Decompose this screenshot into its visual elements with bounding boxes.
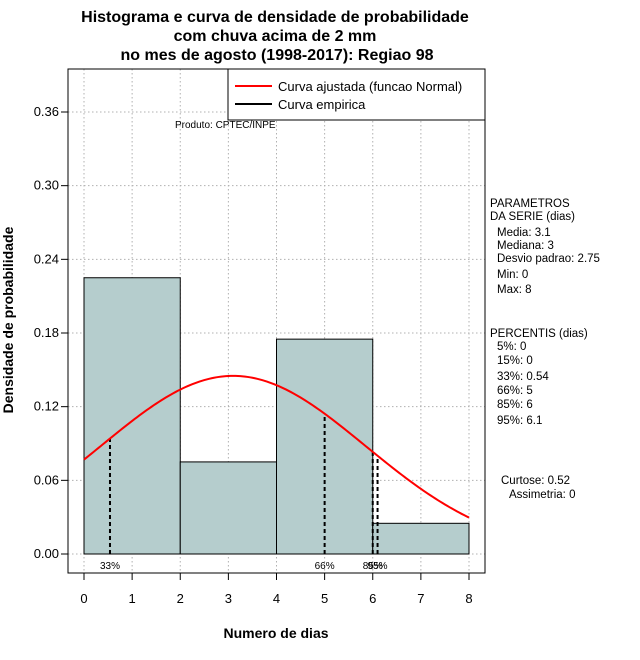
x-tick-label-7: 7 bbox=[417, 591, 424, 606]
x-tick-label-8: 8 bbox=[465, 591, 472, 606]
percentile-marker-label-3: 95% bbox=[368, 561, 388, 572]
percentil-66: 66%: 5 bbox=[497, 385, 533, 397]
shape-stats: Curtose: 0.52 Assimetria: 0 bbox=[501, 475, 575, 501]
y-tick-label-2: 0.12 bbox=[34, 399, 59, 414]
fitted-normal-curve bbox=[83, 374, 470, 519]
chart-title-line-3: no mes de agosto (1998-2017): Regiao 98 bbox=[121, 47, 434, 64]
y-axis: 0.00 0.06 0.12 0.18 0.24 0.30 0.36 bbox=[34, 104, 69, 561]
assimetria-value: Assimetria: 0 bbox=[509, 489, 575, 501]
percentile-marker-label-1: 66% bbox=[315, 561, 335, 572]
x-tick-label-1: 1 bbox=[129, 591, 136, 606]
legend-box bbox=[227, 68, 486, 121]
y-tick-label-3: 0.18 bbox=[34, 325, 59, 340]
percentil-15: 15%: 0 bbox=[497, 355, 533, 367]
legend-fitted-label: Curva ajustada (funcao Normal) bbox=[278, 79, 462, 94]
parametro-mediana: Mediana: 3 bbox=[497, 240, 554, 252]
percentil-5: 5%: 0 bbox=[497, 341, 526, 353]
percentiles-panel: PERCENTIS (dias) 5%: 0 15%: 0 33%: 0.54 … bbox=[490, 328, 588, 427]
y-tick-label-6: 0.36 bbox=[34, 104, 59, 119]
percentil-85: 85%: 6 bbox=[497, 399, 533, 411]
x-tick-label-2: 2 bbox=[177, 591, 184, 606]
source-note: Produto: CPTEC/INPE bbox=[175, 120, 276, 131]
percentile-marker-label-2: 85% bbox=[363, 561, 383, 572]
y-tick-label-5: 0.30 bbox=[34, 178, 59, 193]
x-tick-label-5: 5 bbox=[321, 591, 328, 606]
parametro-media: Media: 3.1 bbox=[497, 227, 551, 239]
x-tick-label-6: 6 bbox=[369, 591, 376, 606]
curtose-value: Curtose: 0.52 bbox=[501, 475, 570, 487]
x-axis-title: Numero de dias bbox=[223, 625, 328, 641]
x-tick-label-4: 4 bbox=[273, 591, 280, 606]
y-tick-label-1: 0.06 bbox=[34, 472, 59, 487]
x-tick-label-3: 3 bbox=[225, 591, 232, 606]
percentile-marker-label-0: 33% bbox=[100, 561, 120, 572]
y-axis-title: Densidade de probabilidade bbox=[0, 226, 16, 413]
parametros-header-1: PARAMETROS bbox=[490, 198, 570, 210]
y-tick-label-4: 0.24 bbox=[34, 251, 59, 266]
chart-title-line-1: Histograma e curva de densidade de proba… bbox=[81, 9, 469, 26]
chart-title: Histograma e curva de densidade de proba… bbox=[81, 9, 469, 64]
series-parameters-panel: PARAMETROS DA SERIE (dias) Media: 3.1 Me… bbox=[490, 198, 600, 296]
parametro-max: Max: 8 bbox=[497, 284, 532, 296]
x-tick-label-0: 0 bbox=[80, 591, 87, 606]
legend: Curva ajustada (funcao Normal) Curva emp… bbox=[227, 68, 486, 121]
chart-title-line-2: com chuva acima de 2 mm bbox=[174, 28, 377, 45]
x-axis: 0 1 2 3 4 5 6 7 8 bbox=[80, 572, 473, 606]
percentil-33: 33%: 0.54 bbox=[497, 371, 549, 383]
percentile-markers: 33% 66% 85%95% bbox=[100, 413, 388, 572]
parametro-desvio: Desvio padrao: 2.75 bbox=[497, 253, 600, 265]
percentil-95: 95%: 6.1 bbox=[497, 415, 542, 427]
histogram-bar-3 bbox=[372, 522, 470, 555]
parametro-min: Min: 0 bbox=[497, 269, 528, 281]
y-tick-label-0: 0.00 bbox=[34, 546, 59, 561]
histogram-bar-0 bbox=[83, 277, 181, 555]
percentis-header: PERCENTIS (dias) bbox=[490, 328, 588, 340]
legend-empirical-label: Curva empirica bbox=[278, 97, 366, 112]
histogram-bars bbox=[83, 277, 470, 555]
histogram-bar-1 bbox=[179, 461, 277, 555]
parametros-header-2: DA SERIE (dias) bbox=[490, 211, 575, 223]
